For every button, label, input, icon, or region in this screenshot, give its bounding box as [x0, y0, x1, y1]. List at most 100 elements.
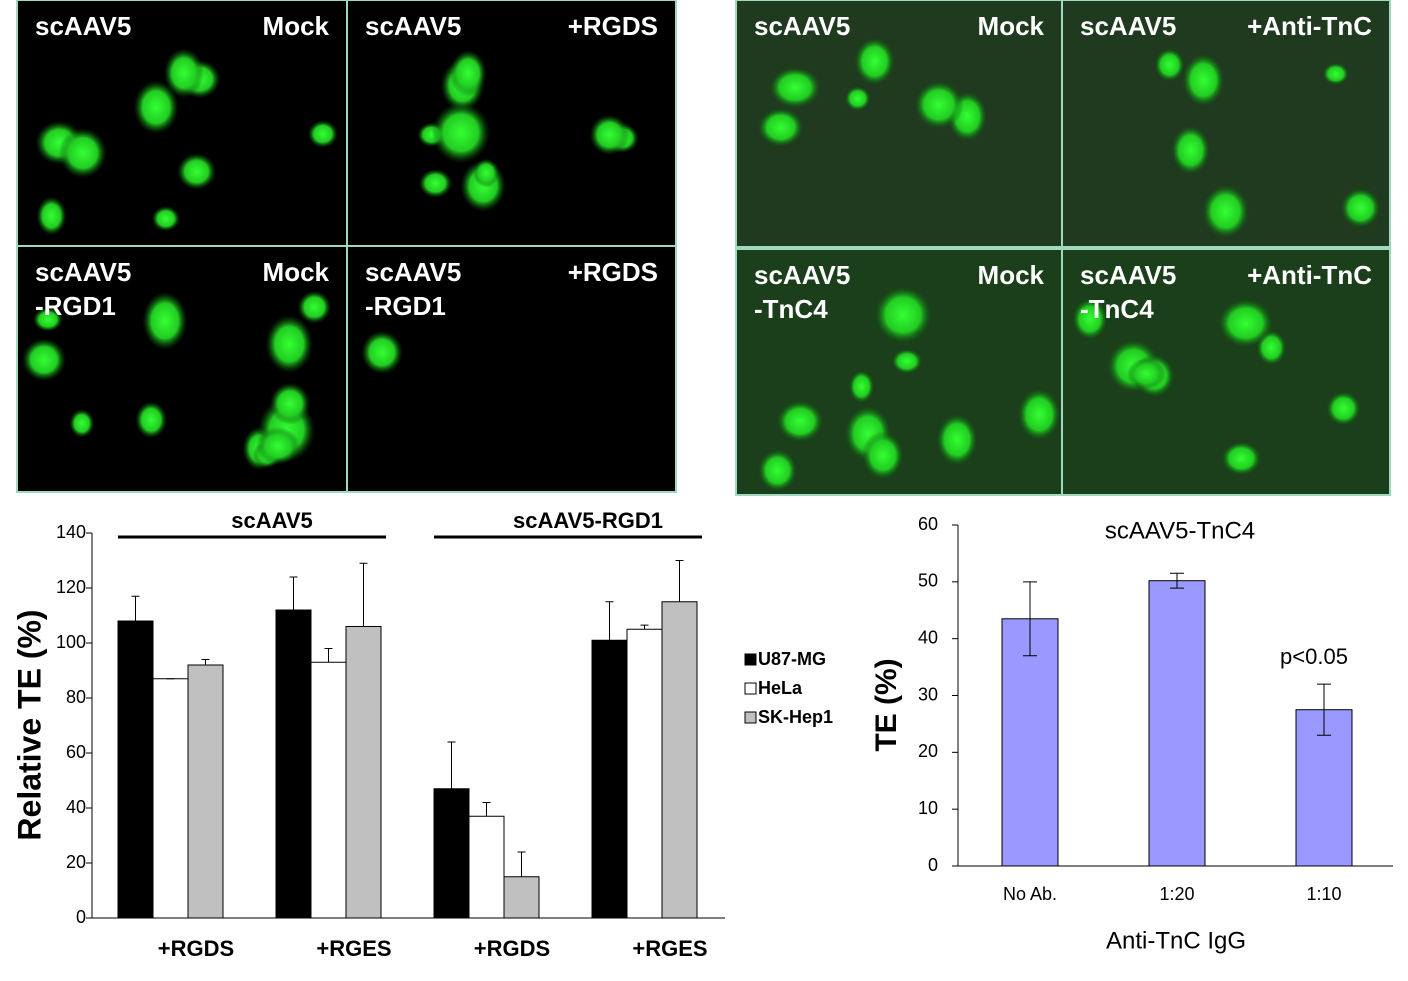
panel-label: Mock: [978, 11, 1045, 41]
annotation: p<0.05: [1280, 644, 1348, 669]
cell: [936, 413, 978, 467]
cell: [1181, 53, 1225, 107]
bar: [187, 664, 224, 919]
panel-label: scAAV5: [754, 260, 850, 290]
error-bar: [1023, 581, 1037, 657]
bar: [275, 609, 312, 919]
panel-label: scAAV5: [365, 257, 461, 287]
panel-label: -RGD1: [365, 291, 446, 321]
cell: [256, 427, 300, 465]
y-tick-label: 20: [918, 741, 938, 761]
y-tick-label: 100: [56, 632, 86, 652]
panel-label: +Anti-TnC: [1247, 11, 1372, 41]
panel-label: +RGDS: [568, 257, 658, 287]
cell: [163, 48, 204, 98]
cell: [1221, 441, 1262, 476]
x-tick-label: +RGES: [632, 936, 707, 961]
micrograph: [16, 0, 348, 247]
cell: [1201, 184, 1250, 239]
error-bar: [289, 576, 298, 610]
cell: [1154, 48, 1185, 82]
cell: [861, 431, 905, 480]
error-bar: [1170, 572, 1184, 589]
cell: [589, 114, 630, 156]
cell: [361, 330, 403, 375]
cell: [768, 66, 822, 109]
y-tick-label: 0: [76, 907, 86, 927]
cell: [757, 449, 798, 492]
cell: [1126, 358, 1166, 390]
panel-label: -TnC4: [1080, 294, 1154, 324]
cell: [133, 80, 179, 135]
bar: [626, 628, 663, 919]
x-tick-label: +RGES: [316, 936, 391, 961]
x-tick-label: No Ab.: [1003, 884, 1057, 904]
panel-label: +RGDS: [568, 11, 658, 41]
y-tick-label: 40: [66, 797, 86, 817]
x-tick-label: 1:10: [1306, 884, 1341, 904]
panel-label: -TnC4: [754, 294, 828, 324]
panel-label: scAAV5: [365, 11, 461, 41]
cell: [431, 102, 491, 164]
y-tick-label: 50: [918, 571, 938, 591]
cell: [873, 285, 933, 344]
cell: [1325, 391, 1361, 426]
bar: [345, 626, 382, 919]
legend-label: SK-Hep1: [758, 707, 833, 727]
bar: [433, 788, 470, 919]
error-bar: [482, 802, 491, 817]
error-bar: [517, 851, 526, 877]
legend-swatch: [744, 711, 757, 724]
error-bar: [447, 741, 456, 789]
cell: [151, 205, 180, 232]
legend-swatch: [744, 682, 757, 695]
panel-label: scAAV5: [35, 11, 131, 41]
y-tick-label: 60: [66, 742, 86, 762]
cell: [135, 401, 168, 439]
cell: [307, 120, 338, 148]
cell: [269, 382, 311, 425]
cell: [757, 107, 804, 148]
error-bar: [1317, 683, 1331, 736]
cell: [1017, 387, 1061, 441]
cell: [848, 369, 875, 404]
cell: [69, 409, 95, 438]
micrograph: [346, 245, 677, 493]
cell: [1322, 62, 1350, 86]
bar: [117, 620, 154, 919]
x-tick-label: +RGDS: [474, 936, 550, 961]
panel-label: Mock: [978, 260, 1045, 290]
cell: [22, 338, 66, 382]
y-axis-label: TE (%): [870, 658, 903, 751]
cell: [1071, 298, 1108, 341]
cell: [913, 80, 964, 130]
panel-label: scAAV5: [1080, 11, 1176, 41]
cell: [177, 153, 217, 190]
bar: [1001, 618, 1059, 867]
y-tick-label: 60: [918, 514, 938, 534]
x-tick-label: 1:20: [1159, 884, 1194, 904]
y-tick-label: 0: [928, 855, 938, 875]
cell: [265, 315, 314, 374]
bar: [310, 661, 347, 919]
bar: [591, 639, 628, 919]
cell: [473, 158, 500, 188]
error-bar: [640, 624, 649, 630]
cell: [1217, 298, 1274, 348]
cell: [1170, 125, 1211, 176]
bar: [1148, 580, 1206, 867]
bar: [661, 601, 698, 919]
group-label: scAAV5: [231, 508, 313, 533]
y-tick-label: 30: [918, 684, 938, 704]
cell: [36, 196, 67, 236]
error-bar: [201, 659, 210, 665]
panel-label: scAAV5: [754, 11, 850, 41]
bar: [468, 815, 505, 919]
y-tick-label: 20: [66, 852, 86, 872]
x-axis-label: Anti-TnC IgG: [1106, 927, 1246, 954]
cell: [853, 37, 896, 86]
chart-title: scAAV5-TnC4: [1105, 517, 1255, 544]
legend-label: U87-MG: [758, 649, 826, 669]
y-tick-label: 10: [918, 798, 938, 818]
